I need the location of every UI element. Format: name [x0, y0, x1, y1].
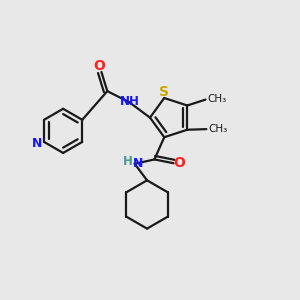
Text: H: H [123, 155, 133, 168]
Text: O: O [93, 59, 105, 73]
Text: N: N [32, 137, 43, 150]
Text: S: S [159, 85, 169, 98]
Text: O: O [173, 156, 185, 170]
Text: CH₃: CH₃ [207, 94, 226, 104]
Text: NH: NH [120, 95, 140, 108]
Text: CH₃: CH₃ [208, 124, 227, 134]
Text: N: N [132, 157, 143, 170]
